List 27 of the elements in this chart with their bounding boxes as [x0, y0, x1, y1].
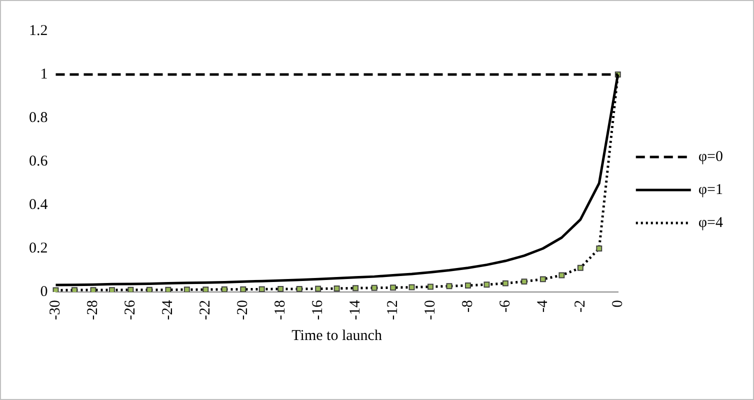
- x-tick-label: -8: [460, 300, 476, 313]
- y-tick-label: 0.2: [29, 240, 48, 256]
- y-tick-label: 0.8: [29, 110, 48, 126]
- x-tick-label: -6: [497, 300, 514, 313]
- x-tick-label: -2: [572, 300, 588, 313]
- y-tick-label: 0.6: [29, 153, 48, 170]
- y-tick-label: 0.4: [29, 196, 48, 213]
- x-tick-label: -12: [384, 300, 401, 320]
- x-tick-label: -28: [85, 300, 102, 320]
- legend-label: φ=0: [698, 148, 724, 165]
- x-tick-label: -30: [48, 300, 64, 320]
- x-tick-label: -4: [534, 300, 551, 313]
- x-tick-label: -24: [160, 300, 176, 320]
- x-axis-title: Time to launch: [292, 328, 382, 344]
- x-tick-label: -14: [347, 300, 364, 320]
- x-tick-label: -10: [422, 300, 438, 320]
- x-tick-label: 0: [610, 300, 626, 308]
- y-tick-label: 1: [40, 66, 48, 82]
- legend-label: φ=1: [698, 182, 724, 198]
- legend-label: φ=4: [698, 214, 724, 231]
- x-tick-label: -16: [310, 300, 326, 320]
- y-tick-label: 1.2: [29, 22, 48, 39]
- x-tick-label: -20: [235, 300, 252, 320]
- x-tick-label: -22: [198, 300, 214, 320]
- y-tick-label: 0: [40, 284, 48, 300]
- x-tick-label: -18: [272, 300, 289, 320]
- x-tick-label: -26: [122, 300, 139, 320]
